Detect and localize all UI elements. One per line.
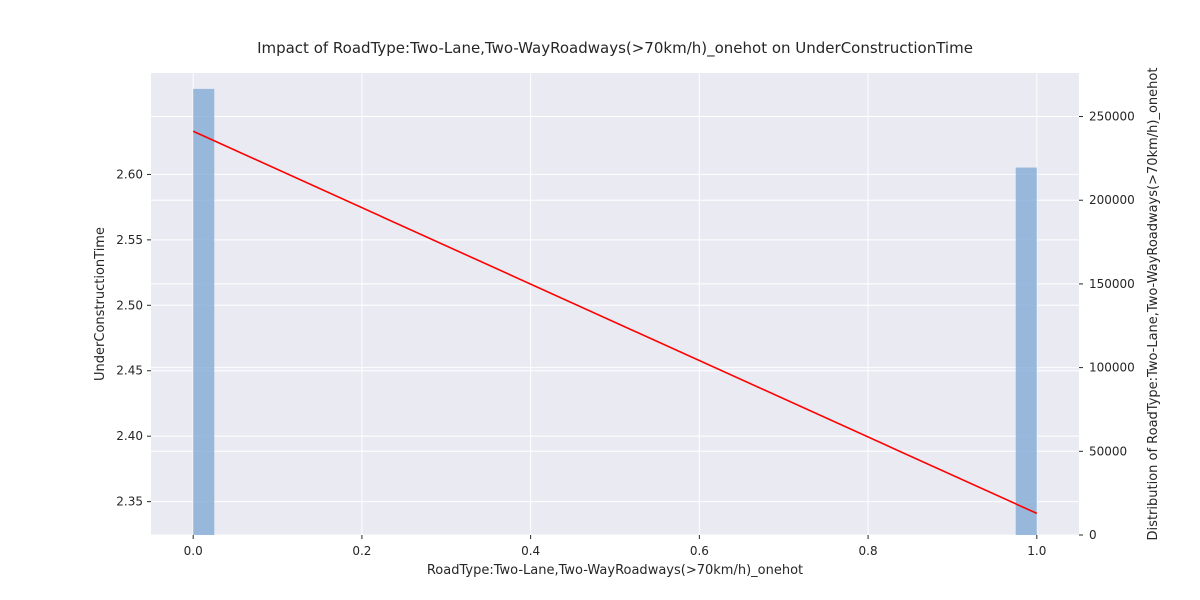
y2-axis-label: Distribution of RoadType:Two-Lane,Two-Wa… <box>1146 68 1161 541</box>
histogram-bar <box>193 88 215 536</box>
x-tick-label: 0.4 <box>521 544 540 558</box>
y-axis-label: UnderConstructionTime <box>93 227 108 381</box>
y2-tick-label: 200000 <box>1089 193 1135 207</box>
y-tick-label: 2.40 <box>116 429 143 443</box>
grid-lines <box>151 73 1079 536</box>
chart-title: Impact of RoadType:Two-Lane,Two-WayRoadw… <box>257 39 973 58</box>
y-tick-label: 2.45 <box>116 364 143 378</box>
y-tick-label: 2.35 <box>116 495 143 509</box>
y-tick-label: 2.60 <box>116 167 143 181</box>
y-tick-label: 2.55 <box>116 233 143 247</box>
y2-tick-label: 150000 <box>1089 277 1135 291</box>
x-axis-label: RoadType:Two-Lane,Two-WayRoadways(>70km/… <box>427 563 803 578</box>
x-tick-label: 0.2 <box>352 544 371 558</box>
plot-area <box>151 73 1079 535</box>
y-tick-label: 2.50 <box>116 298 143 312</box>
y2-tick-label: 250000 <box>1089 110 1135 124</box>
line-series <box>192 130 1038 515</box>
histogram-bar <box>1015 167 1037 535</box>
x-axis-ticks: 0.0 0.2 0.4 0.6 0.8 1.0 <box>184 535 1046 558</box>
x-tick-label: 0.8 <box>859 544 878 558</box>
y2-axis-ticks: 0 50000 100000 150000 200000 250000 <box>1079 110 1135 542</box>
x-tick-label: 0.0 <box>184 544 203 558</box>
histogram-bars <box>193 88 1037 536</box>
y2-tick-label: 100000 <box>1089 361 1135 375</box>
trend-line <box>192 130 1038 515</box>
x-tick-label: 1.0 <box>1027 544 1046 558</box>
y2-tick-label: 0 <box>1089 528 1097 542</box>
y-axis-ticks: 2.35 2.40 2.45 2.50 2.55 2.60 <box>116 167 151 509</box>
y2-tick-label: 50000 <box>1089 444 1127 458</box>
x-tick-label: 0.6 <box>690 544 709 558</box>
